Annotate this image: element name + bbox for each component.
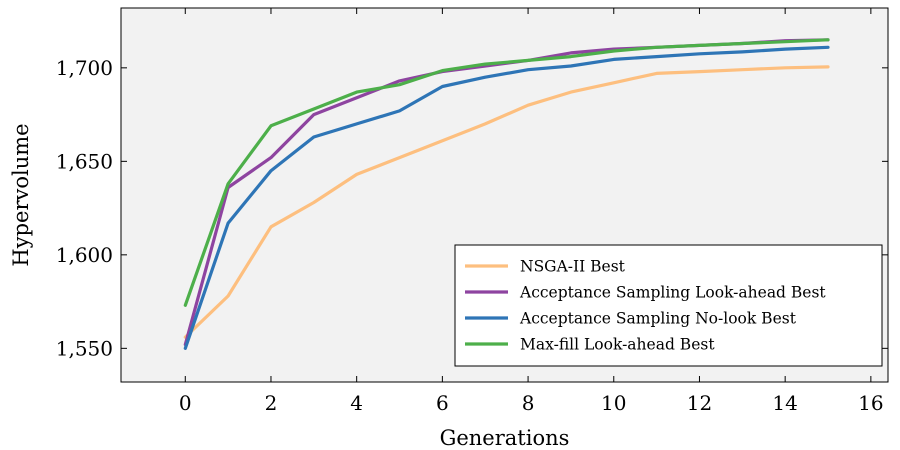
y-tick-label: 1,600 bbox=[56, 243, 113, 267]
x-axis-label: Generations bbox=[440, 426, 570, 450]
y-axis-label: Hypervolume bbox=[9, 123, 33, 266]
x-tick-label: 8 bbox=[522, 391, 535, 415]
y-tick-label: 1,650 bbox=[56, 149, 113, 173]
y-tick-label: 1,550 bbox=[56, 336, 113, 360]
series-line-4 bbox=[183, 38, 830, 307]
y-axis: 1,550 1,600 1,650 1,700 bbox=[56, 56, 888, 360]
legend-label: NSGA-II Best bbox=[520, 258, 626, 276]
legend-label: Acceptance Sampling Look-ahead Best bbox=[519, 284, 826, 302]
series-line-1 bbox=[183, 65, 830, 339]
legend: NSGA-II Best Acceptance Sampling Look-ahe… bbox=[454, 244, 883, 367]
legend-label: Acceptance Sampling No-look Best bbox=[519, 310, 797, 328]
series-lines bbox=[183, 38, 830, 350]
x-tick-label: 12 bbox=[687, 391, 712, 415]
series-line-3 bbox=[183, 45, 830, 350]
x-axis: 0 2 4 6 8 10 12 14 16 bbox=[179, 8, 884, 415]
legend-box bbox=[454, 244, 883, 367]
x-tick-label: 14 bbox=[772, 391, 797, 415]
x-tick-label: 6 bbox=[436, 391, 449, 415]
x-tick-label: 0 bbox=[179, 391, 192, 415]
x-tick-label: 16 bbox=[858, 391, 883, 415]
x-tick-label: 2 bbox=[265, 391, 278, 415]
x-tick-label: 10 bbox=[601, 391, 626, 415]
y-tick-label: 1,700 bbox=[56, 56, 113, 80]
legend-label: Max-fill Look-ahead Best bbox=[520, 336, 715, 354]
x-tick-label: 4 bbox=[350, 391, 363, 415]
